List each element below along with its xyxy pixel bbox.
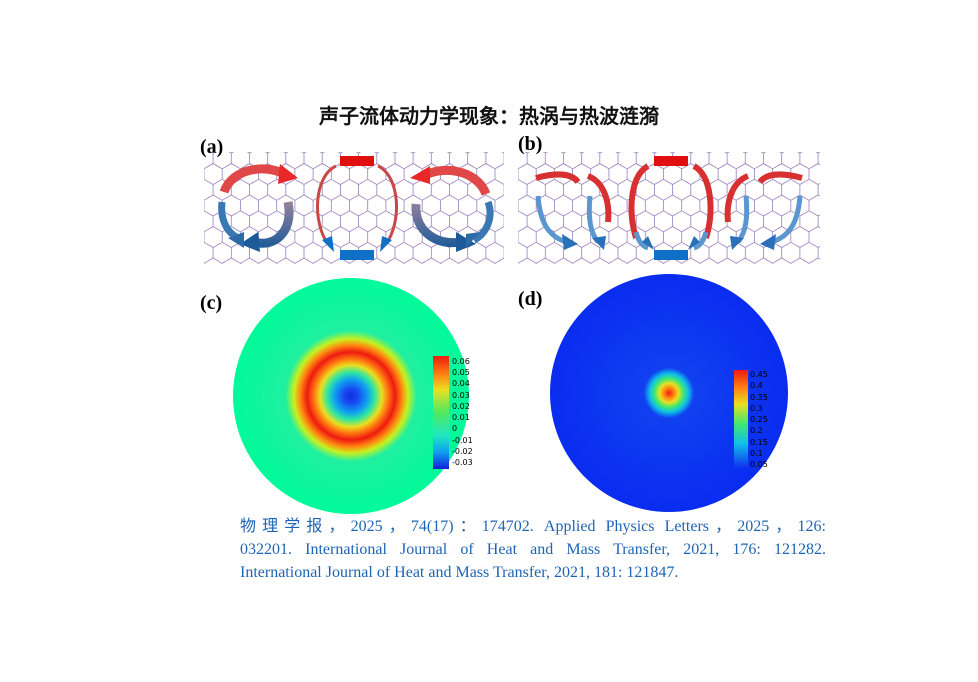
heat-sink-bar	[340, 250, 374, 260]
ripple-arrow-cold-4	[735, 195, 750, 244]
ripple-arrow-hot-1	[586, 173, 612, 223]
ticksC-label: 0.02	[452, 401, 470, 411]
heat-sink-bar	[654, 250, 688, 260]
vortex-arrow-right-side	[472, 200, 494, 244]
ticksD-label: 0.2	[750, 426, 763, 436]
vortex-arrow-bottom-left-head	[240, 232, 260, 252]
vortex-arrow-top-left-head	[278, 164, 298, 184]
colorbar-d	[734, 370, 748, 468]
reference-line-3: International Journal of Heat and Mass T…	[240, 564, 679, 581]
references: 物理学报，2025，74(17)：174702. Applied Physics…	[240, 515, 826, 584]
ticksD-label: 0.05	[750, 460, 768, 469]
ticksC-label: 0.03	[452, 390, 470, 400]
center-flow-right	[377, 164, 398, 245]
ticksC-label: -0.03	[452, 458, 473, 467]
panel-label-d: (d)	[518, 288, 543, 310]
contour-disk-c	[233, 278, 469, 514]
heat-source-bar	[340, 156, 374, 166]
hexagonal-lattice	[518, 152, 820, 264]
ticksC-label: -0.01	[452, 435, 473, 445]
panel-d-contour	[550, 274, 788, 512]
ticksD-label: 0.3	[750, 403, 763, 413]
panel-label-c: (c)	[200, 292, 223, 314]
ticksD-label: 0.15	[750, 437, 768, 447]
ticksD-label: 0.35	[750, 392, 768, 402]
panel-a-heat-vortex	[204, 152, 504, 264]
heat-source-bar	[654, 156, 688, 166]
panel-label-b: (b)	[518, 133, 543, 155]
vortex-arrow-top-left	[219, 164, 287, 194]
panel-c-contour	[233, 278, 469, 514]
ticksC-label: 0	[452, 424, 458, 434]
ticksC-label: 0.06	[452, 357, 470, 366]
ripple-arrow-hot-4	[724, 173, 750, 223]
ripple-arrow-cold-2	[633, 231, 649, 251]
reference-line-2: 032201. International Journal of Heat an…	[240, 541, 826, 558]
panel-b-heat-wave	[518, 152, 820, 264]
vortex-arrow-bottom-left	[252, 201, 294, 248]
ticksC-label: 0.01	[452, 413, 470, 423]
center-flow-left	[316, 164, 337, 245]
vortex-arrow-left-side	[218, 201, 240, 242]
ripple-arrow-hot-0	[535, 171, 581, 185]
ripple-arrow-cold-5	[771, 195, 803, 245]
ticksC-label: 0.04	[452, 379, 470, 389]
reference-line-1: 物理学报，2025，74(17)：174702. Applied Physics…	[240, 518, 826, 535]
ticksD-label: 0.1	[750, 448, 763, 458]
ticksD-label: 0.25	[750, 415, 768, 424]
vortex-arrow-top-right-head	[410, 166, 430, 184]
ticksC-label: -0.02	[452, 446, 473, 456]
ripple-arrow-hot-5	[757, 171, 803, 185]
vortex-arrow-left-side-head	[228, 232, 244, 248]
colorbar-c	[433, 356, 449, 469]
ripple-arrow-hot-2	[628, 163, 650, 239]
ticksD-label: 0.4	[750, 381, 763, 391]
vortex-arrow-right-side-head	[466, 232, 480, 248]
vortex-arrow-bottom-right	[411, 203, 461, 248]
ticksD-label: 0.45	[750, 370, 768, 379]
figure-title: 声子流体动力学现象：热涡与热波涟漪	[319, 104, 659, 128]
ripple-arrow-cold-0	[535, 195, 567, 245]
panel-label-a: (a)	[200, 136, 224, 158]
ripple-arrow-cold-3	[693, 231, 709, 251]
ticksC-label: 0.05	[452, 368, 470, 378]
contour-disk-d	[550, 274, 788, 512]
ripple-arrow-hot-3	[692, 163, 714, 239]
